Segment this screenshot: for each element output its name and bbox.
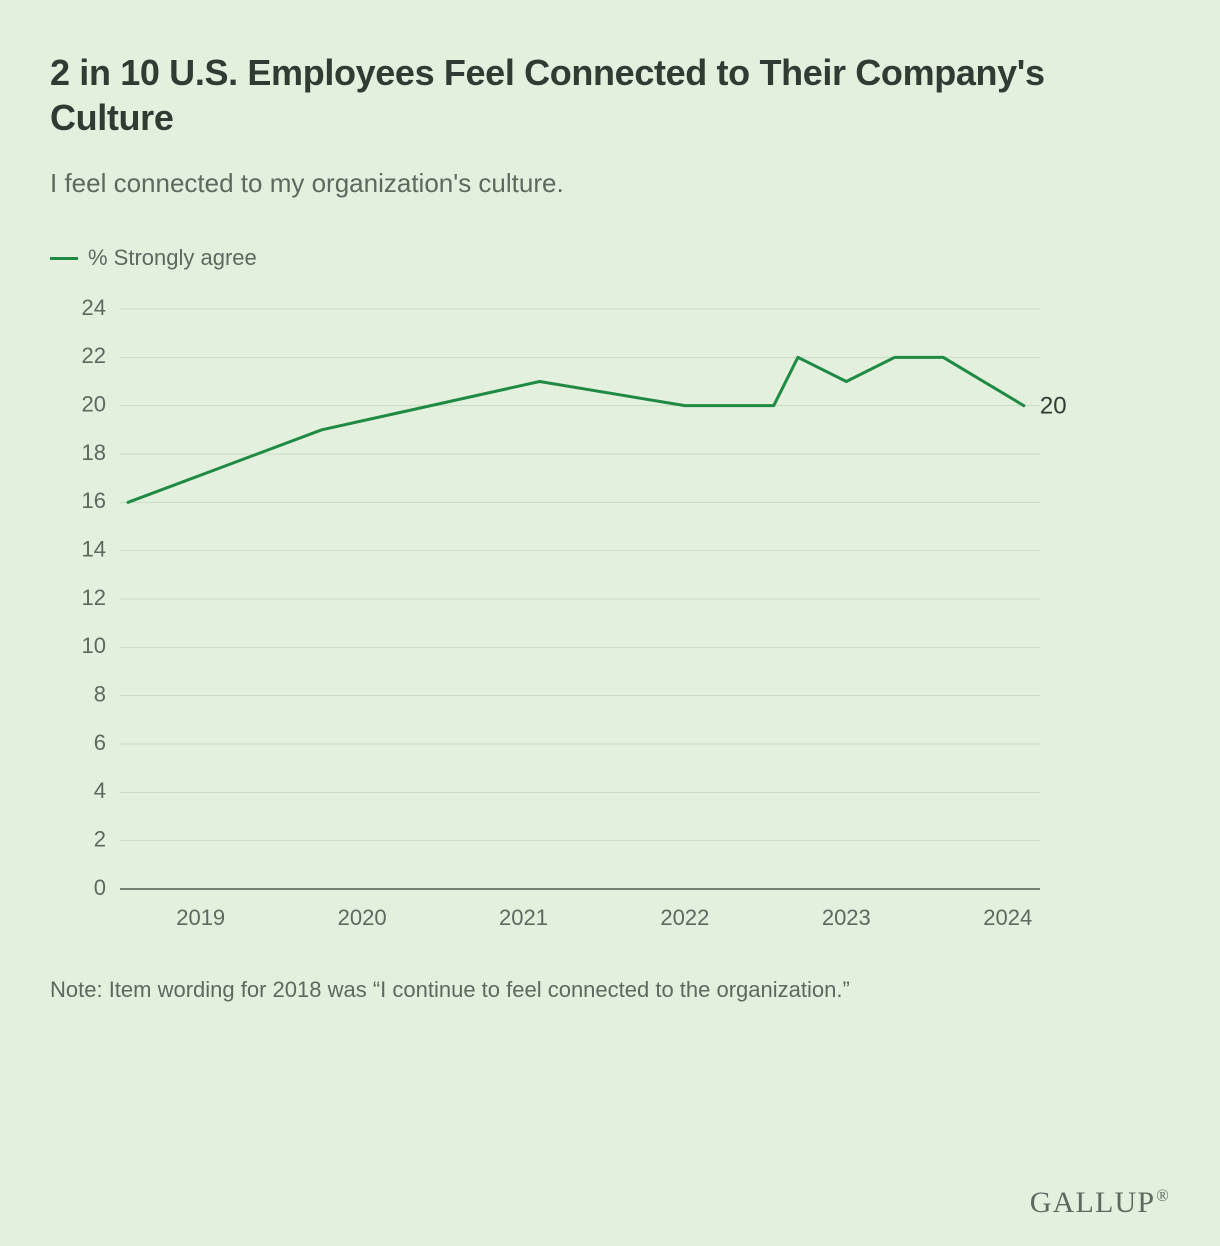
svg-text:2021: 2021 bbox=[499, 905, 548, 930]
svg-text:16: 16 bbox=[82, 488, 106, 513]
svg-text:20: 20 bbox=[1040, 393, 1067, 420]
chart-card: 2 in 10 U.S. Employees Feel Connected to… bbox=[0, 0, 1220, 1246]
legend-label: % Strongly agree bbox=[88, 245, 257, 271]
svg-text:2020: 2020 bbox=[338, 905, 387, 930]
svg-text:18: 18 bbox=[82, 440, 106, 465]
svg-text:12: 12 bbox=[82, 585, 106, 610]
registered-mark-icon: ® bbox=[1156, 1186, 1170, 1205]
chart-title: 2 in 10 U.S. Employees Feel Connected to… bbox=[50, 50, 1170, 140]
svg-text:8: 8 bbox=[94, 681, 106, 706]
chart-area: 0246810121416182022242019202020212022202… bbox=[50, 289, 1170, 949]
svg-text:4: 4 bbox=[94, 778, 106, 803]
brand-text: GALLUP bbox=[1030, 1186, 1156, 1219]
line-chart-svg: 0246810121416182022242019202020212022202… bbox=[50, 289, 1120, 949]
svg-text:2: 2 bbox=[94, 826, 106, 851]
svg-text:2019: 2019 bbox=[176, 905, 225, 930]
svg-text:2024: 2024 bbox=[983, 905, 1032, 930]
svg-text:0: 0 bbox=[94, 875, 106, 900]
chart-note: Note: Item wording for 2018 was “I conti… bbox=[50, 977, 1170, 1003]
svg-text:2022: 2022 bbox=[660, 905, 709, 930]
legend-swatch bbox=[50, 257, 78, 260]
brand-logo: GALLUP® bbox=[1030, 1186, 1170, 1220]
svg-text:2023: 2023 bbox=[822, 905, 871, 930]
svg-text:24: 24 bbox=[82, 295, 106, 320]
svg-text:20: 20 bbox=[82, 391, 106, 416]
svg-text:22: 22 bbox=[82, 343, 106, 368]
chart-subtitle: I feel connected to my organization's cu… bbox=[50, 168, 1170, 199]
svg-text:14: 14 bbox=[82, 536, 106, 561]
svg-text:10: 10 bbox=[82, 633, 106, 658]
svg-text:6: 6 bbox=[94, 730, 106, 755]
legend: % Strongly agree bbox=[50, 245, 1170, 271]
